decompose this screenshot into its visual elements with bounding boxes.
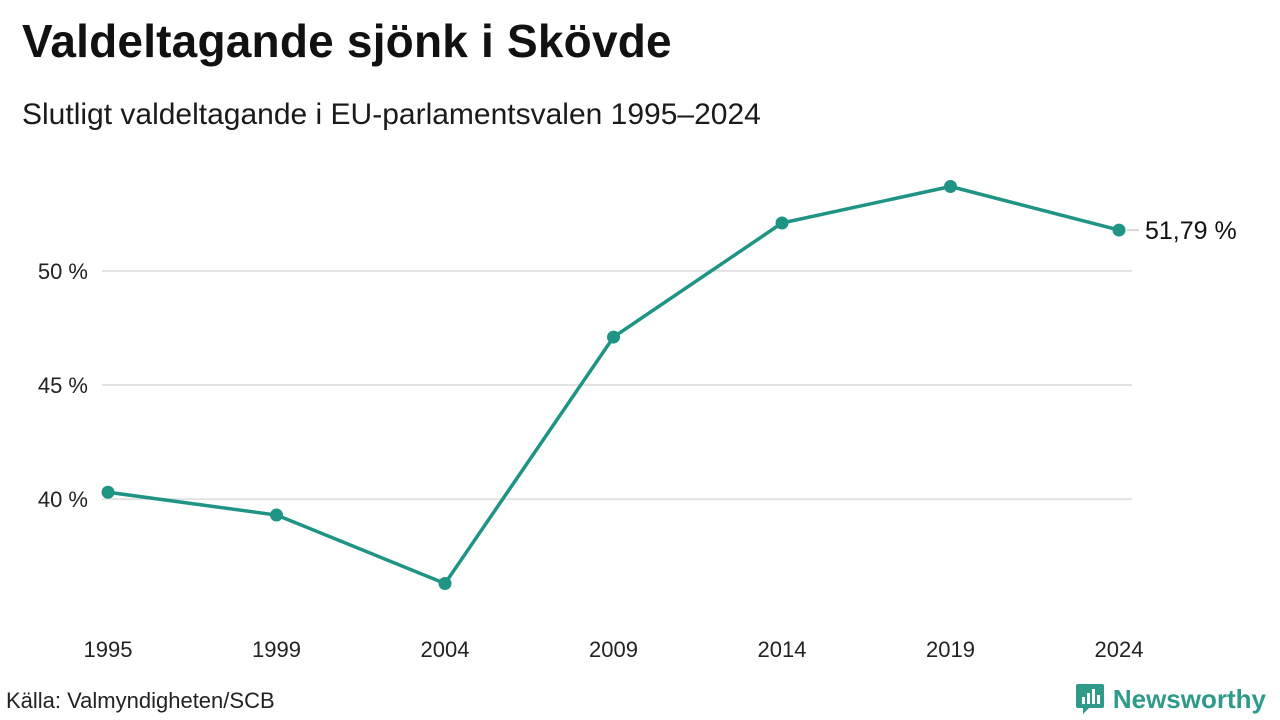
x-tick-label: 2009 bbox=[589, 637, 638, 662]
annotation-layer: 51,79 % bbox=[1127, 217, 1237, 245]
series-layer bbox=[101, 180, 1126, 590]
data-point bbox=[1112, 223, 1126, 237]
y-axis-ticks: 40 % 45 % 50 % bbox=[38, 259, 88, 512]
source-note: Källa: Valmyndigheten/SCB bbox=[6, 688, 275, 713]
x-tick-label: 2004 bbox=[421, 637, 470, 662]
data-point bbox=[101, 485, 115, 499]
y-tick-label: 40 % bbox=[38, 487, 88, 512]
y-tick-label: 45 % bbox=[38, 373, 88, 398]
last-value-label: 51,79 % bbox=[1145, 217, 1237, 245]
x-tick-label: 2014 bbox=[758, 637, 807, 662]
gridlines bbox=[102, 269, 1132, 501]
brand-logo: Newsworthy bbox=[1075, 682, 1266, 716]
x-tick-label: 1995 bbox=[84, 637, 133, 662]
bar-chart-bubble-icon bbox=[1075, 684, 1104, 714]
x-tick-label: 2024 bbox=[1095, 637, 1144, 662]
data-point bbox=[607, 330, 620, 344]
y-tick-label: 50 % bbox=[38, 259, 88, 284]
x-tick-label: 2019 bbox=[926, 637, 975, 662]
chart-title: Valdeltagande sjönk i Skövde bbox=[22, 15, 672, 67]
x-tick-label: 1999 bbox=[252, 637, 301, 662]
data-point bbox=[270, 508, 283, 522]
brand-name: Newsworthy bbox=[1112, 683, 1266, 714]
x-axis-ticks: 1995 1999 2004 2009 2014 2019 2024 bbox=[84, 637, 1144, 662]
chart-subtitle: Slutligt valdeltagande i EU-parlamentsva… bbox=[22, 98, 761, 131]
data-point bbox=[944, 180, 957, 194]
data-point bbox=[438, 576, 452, 590]
data-point bbox=[775, 216, 789, 230]
